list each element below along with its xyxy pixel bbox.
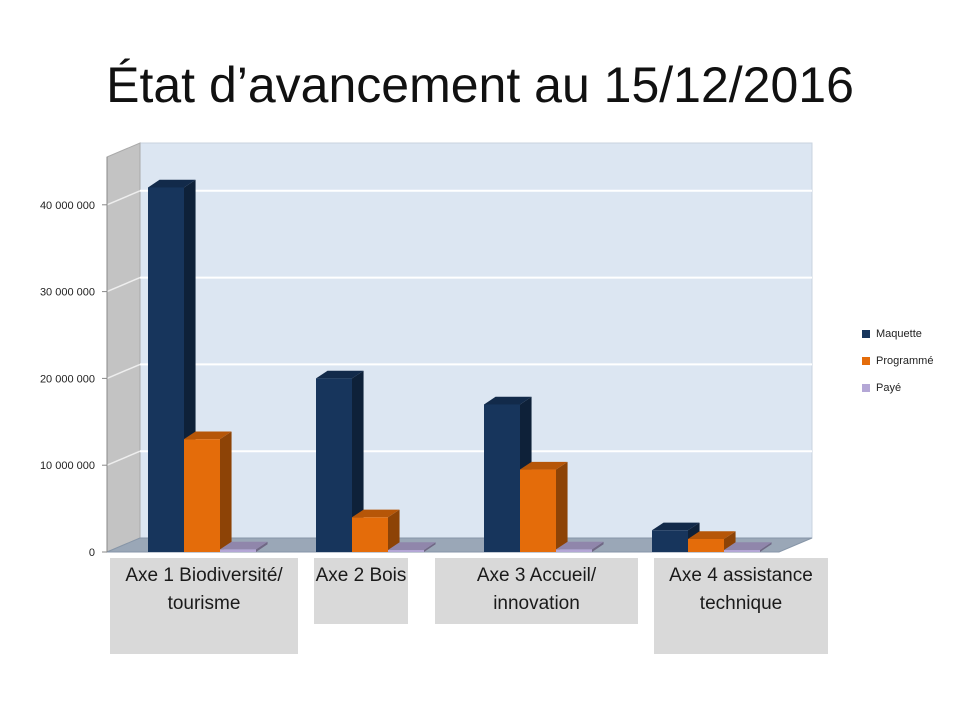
legend-label-paye: Payé [876,381,902,394]
bar-programme-axe3-side [556,461,568,552]
bar-maquette-axe2-top [316,370,364,379]
bar-maquette-axe2 [316,378,352,552]
bar-programme-axe4-top [688,531,736,539]
bar-programme-axe1-top [184,431,232,440]
bar-programme-axe3 [520,469,556,552]
bar-programme-axe3-top [520,461,568,470]
legend-item-paye: Payé [862,374,933,401]
legend-swatch-paye [862,383,870,392]
bar-maquette-axe1-top [148,179,196,188]
gridline-side [106,276,141,293]
category-box-axe4: Axe 4 assistance technique [654,558,828,654]
bar-programme-axe1-side [220,431,232,552]
bar-maquette-axe4 [652,530,688,552]
bar-paye-axe2-top [388,542,436,550]
bar-paye-axe2-side [424,542,436,552]
category-box-axe3: Axe 3 Accueil/ innovation [435,558,638,624]
legend-label-programme: Programmé [876,354,934,367]
legend-item-maquette: Maquette [862,320,933,347]
bar-paye-axe1 [220,549,256,552]
gridline-side [106,363,141,380]
chart-legend: Maquette Programmé Payé [862,320,933,401]
bar-paye-axe4-top [724,542,772,550]
chart-title: État d’avancement au 15/12/2016 [106,57,854,113]
legend-label-maquette: Maquette [876,327,922,340]
bar-programme-axe4-side [724,531,736,552]
bar-paye-axe3-side [592,541,604,552]
bar-maquette-axe3 [484,404,520,552]
legend-swatch-maquette [862,329,870,338]
gridline-side [106,450,141,466]
y-tick-label: 30 000 000 [40,287,95,299]
bar-paye-axe3-top [556,541,604,550]
chart-back-wall [139,142,813,539]
bar-programme-axe2 [352,517,388,552]
gridline-side [106,190,141,206]
bar-maquette-axe2-side [352,370,364,552]
category-box-axe1: Axe 1 Biodiversité/ tourisme [110,558,298,654]
bar-programme-axe2-top [352,509,400,518]
y-tick-label: 40 000 000 [40,200,95,212]
bar-paye-axe4 [724,550,760,552]
bar-maquette-axe4-top [652,522,700,531]
bar-paye-axe2 [388,550,424,552]
bar-programme-axe4 [688,538,724,552]
bar-paye-axe3 [556,549,592,552]
chart-side-wall [106,142,141,553]
bar-maquette-axe1 [148,187,184,552]
category-box-axe2: Axe 2 Bois [314,558,408,624]
bar-programme-axe2-side [388,509,400,552]
y-tick-label: 20 000 000 [40,373,95,385]
bar-programme-axe1 [184,439,220,552]
y-tick-label: 10 000 000 [40,460,95,472]
y-tick-label: 0 [89,547,95,559]
legend-swatch-programme [862,356,870,365]
bar-paye-axe4-side [760,542,772,552]
bar-paye-axe1-side [256,541,268,552]
legend-item-programme: Programmé [862,347,933,374]
bar-maquette-axe3-top [484,396,532,405]
bar-paye-axe1-top [220,541,268,550]
